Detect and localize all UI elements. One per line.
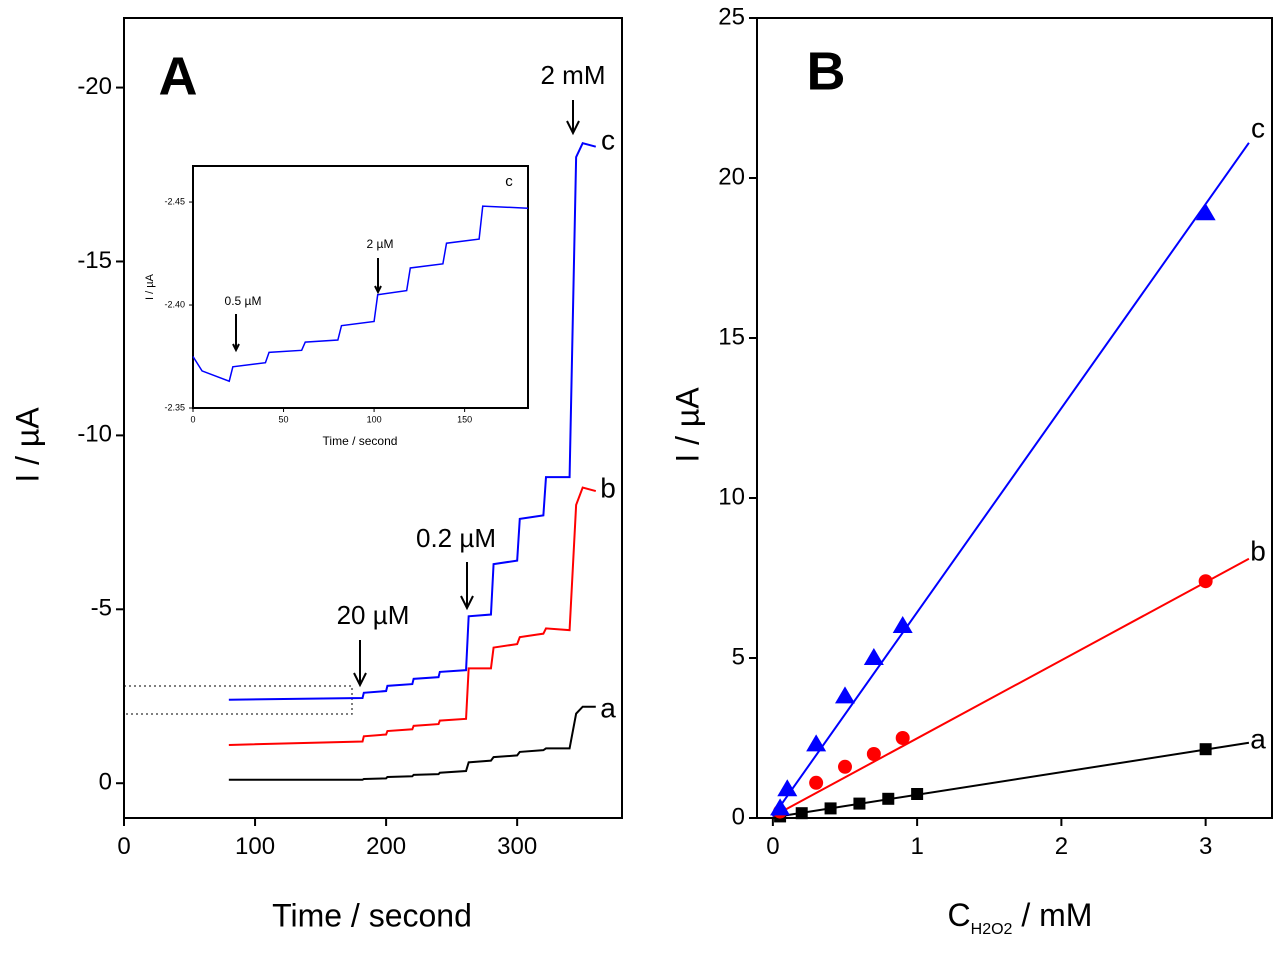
point	[892, 616, 913, 633]
x-tick-label: 0	[766, 833, 779, 860]
x-tick-label: 100	[235, 833, 275, 860]
x-axis-label: Time / second	[323, 434, 398, 448]
x-axis-label: Time / second	[272, 897, 472, 933]
fit-line	[772, 741, 1250, 819]
plot-frame	[192, 165, 529, 409]
y-tick-label: -2.35	[164, 402, 185, 412]
x-axis-label-part: H2O2	[971, 921, 1013, 938]
plot-frame	[123, 17, 623, 819]
fit-line	[772, 557, 1250, 818]
y-tick-label: 20	[718, 163, 745, 190]
y-tick-label: -20	[77, 73, 112, 100]
y-tick-label: 5	[732, 643, 745, 670]
panel-label: A	[159, 46, 198, 106]
plot-frame	[756, 17, 1273, 819]
y-tick-label: 10	[718, 483, 745, 510]
annotation-arrow	[460, 562, 474, 611]
series-label: c	[1251, 112, 1265, 143]
point	[795, 807, 808, 820]
y-tick-label: 15	[718, 323, 745, 350]
point	[809, 775, 824, 790]
point	[834, 686, 855, 704]
annotation: 0.2 µM	[416, 523, 496, 553]
point	[806, 734, 827, 752]
x-axis-label-part: C	[948, 897, 971, 933]
point	[866, 747, 881, 761]
annotation: 2 mM	[541, 60, 606, 90]
y-tick-label: -5	[91, 595, 112, 622]
x-tick-label: 1	[910, 833, 923, 860]
annotation-arrow	[232, 314, 240, 353]
x-axis-label-part: / mM	[1012, 897, 1092, 933]
point	[1195, 203, 1216, 221]
x-tick-label: 100	[367, 414, 382, 424]
point	[863, 648, 884, 665]
curve	[192, 205, 529, 383]
curve	[228, 142, 597, 701]
y-tick-label: -15	[77, 247, 112, 274]
zoom-box	[123, 685, 353, 715]
y-axis-label: I / µA	[669, 387, 705, 463]
point	[1198, 574, 1213, 589]
point	[882, 792, 895, 805]
x-tick-label: 2	[1055, 833, 1068, 860]
x-tick-label: 0	[117, 833, 130, 860]
y-tick-label: 0	[732, 803, 745, 830]
annotation-arrow	[353, 640, 367, 688]
series-label: c	[601, 124, 615, 155]
fit-line	[772, 142, 1250, 817]
annotation: 2 µM	[367, 237, 394, 251]
x-tick-label: 300	[497, 833, 537, 860]
x-tick-label: 200	[366, 833, 406, 860]
x-axis-label: CH2O2 / mM	[948, 897, 1093, 938]
x-tick-label: 0	[190, 414, 195, 424]
series-label: a	[600, 692, 616, 723]
point	[1199, 743, 1212, 756]
point	[777, 779, 798, 797]
point	[911, 788, 924, 800]
y-tick-label: -10	[77, 421, 112, 448]
x-tick-label: 150	[457, 414, 472, 424]
series-label: c	[505, 173, 513, 190]
curve	[228, 486, 597, 746]
inset-background	[193, 166, 528, 408]
y-axis-label: I / µA	[144, 273, 156, 300]
annotation: 0.5 µM	[225, 294, 262, 308]
y-tick-label: -2.45	[164, 196, 185, 206]
annotation: 20 µM	[337, 600, 410, 630]
point	[853, 797, 866, 810]
point	[837, 759, 852, 774]
annotation-arrow	[566, 100, 580, 136]
curve	[228, 705, 596, 781]
y-tick-label: 0	[99, 769, 112, 796]
series-label: a	[1250, 723, 1266, 754]
y-tick-label: 25	[718, 3, 745, 30]
panel-label: B	[807, 41, 846, 101]
point	[824, 802, 837, 815]
point	[770, 798, 791, 816]
point	[895, 731, 910, 745]
x-tick-label: 3	[1199, 833, 1212, 860]
y-axis-label: I / µA	[9, 407, 45, 483]
x-tick-label: 50	[279, 414, 289, 424]
y-tick-label: -2.40	[164, 299, 185, 309]
series-label: b	[600, 472, 616, 503]
annotation-arrow	[374, 258, 382, 295]
series-label: b	[1250, 535, 1266, 566]
